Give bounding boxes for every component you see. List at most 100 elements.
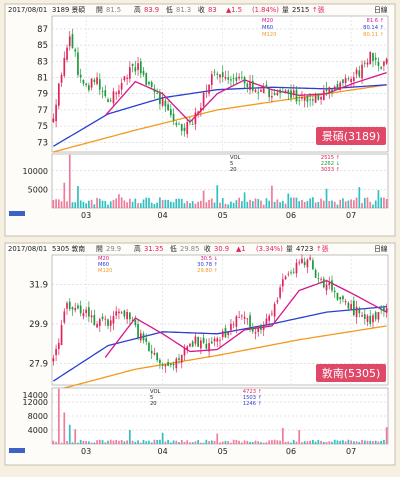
candlesticks xyxy=(52,254,388,373)
candle-body xyxy=(107,319,109,326)
candle-body xyxy=(134,320,137,326)
header-high: 31.35 xyxy=(144,245,163,253)
candle-body xyxy=(301,97,303,99)
volume-bar xyxy=(63,412,66,444)
ma-legend: M20 30.5 ↓ M60 30.78 ↑ M120 29.80 ↑ xyxy=(98,256,218,274)
volume-bar xyxy=(85,203,87,208)
volume-bar xyxy=(153,439,156,444)
volume-bar xyxy=(380,440,383,444)
volume-bar xyxy=(331,441,333,444)
volume-bar xyxy=(55,441,57,444)
candle-body xyxy=(372,315,374,323)
candle-body xyxy=(339,296,342,300)
candle-body xyxy=(148,342,150,352)
volume-bar xyxy=(320,440,322,444)
volume-bar xyxy=(60,442,63,444)
candle-body xyxy=(142,70,145,75)
volume-bar xyxy=(186,440,189,444)
volume-bar xyxy=(353,441,355,444)
ma-legend-m120-value: 29.80 ↑ xyxy=(197,268,218,274)
volume-bar xyxy=(292,439,295,444)
candlesticks xyxy=(52,28,388,138)
candle-body xyxy=(344,78,347,84)
volume-bar xyxy=(279,440,281,444)
candle-body xyxy=(380,67,383,69)
vol-legend-row3-name: 20 xyxy=(230,167,237,173)
volume-bar xyxy=(82,440,85,444)
candle-body xyxy=(279,287,281,298)
candle-body xyxy=(257,92,260,94)
candle-body xyxy=(112,91,115,104)
volume-bar xyxy=(189,203,191,208)
volume-bar xyxy=(142,199,145,208)
candle-body xyxy=(312,99,314,101)
candle-body xyxy=(273,93,276,95)
candle-body xyxy=(68,36,71,47)
chart-3189: 2017/08/01 3189 景碩 開 81.5 高 83.9 低 81.3 … xyxy=(4,3,396,237)
volume-bar xyxy=(284,203,287,208)
candle-body xyxy=(197,111,199,115)
volume-bar xyxy=(295,441,298,444)
header-stock: 5305 敦南 xyxy=(52,244,85,253)
volume-bar xyxy=(123,441,126,444)
volume-bar xyxy=(194,203,197,208)
volume-bar xyxy=(298,201,301,208)
volume-bar xyxy=(178,198,180,208)
candle-body xyxy=(180,354,183,363)
volume-bar xyxy=(358,441,361,444)
volume-bar xyxy=(361,439,363,444)
candle-body xyxy=(145,73,148,85)
candle-body xyxy=(197,336,199,347)
candle-body xyxy=(189,343,191,347)
x-tick-label: 07 xyxy=(346,447,356,456)
candle-body xyxy=(355,69,358,75)
volume-tick-label: 14000 xyxy=(23,391,48,400)
candle-body xyxy=(183,127,186,132)
candle-body xyxy=(131,63,134,66)
candle-body xyxy=(205,91,208,92)
candle-body xyxy=(82,79,85,84)
volume-bar xyxy=(303,441,306,444)
candle-body xyxy=(230,323,232,331)
header-date: 2017/08/01 xyxy=(8,6,47,14)
volume-bar xyxy=(279,202,281,208)
ma-legend-m20-value: 81.6 ↑ xyxy=(366,18,384,24)
candle-body xyxy=(317,278,320,280)
candle-body xyxy=(208,343,210,352)
volume-bar xyxy=(273,439,276,444)
volume-bar xyxy=(183,441,186,444)
candle-body xyxy=(77,305,79,309)
candle-body xyxy=(383,61,385,66)
volume-tick-label: 12000 xyxy=(23,398,48,407)
candle-body xyxy=(93,79,96,82)
volume-bar xyxy=(273,201,276,208)
volume-bar xyxy=(169,201,172,208)
candle-body xyxy=(71,307,74,310)
volume-bar xyxy=(161,200,164,208)
volume-bar xyxy=(350,199,352,208)
candle-body xyxy=(249,81,251,90)
candle-body xyxy=(55,348,57,356)
x-tick-label: 05 xyxy=(218,447,228,456)
volume-bar xyxy=(66,201,68,208)
ma120-line xyxy=(53,325,387,392)
candle-body xyxy=(342,296,344,300)
ma-legend-m60-name: M60 xyxy=(262,25,273,31)
header-open: 81.5 xyxy=(106,6,121,14)
vol-legend-title: VOL xyxy=(150,389,161,395)
candle-body xyxy=(134,67,137,72)
volume-bar xyxy=(301,442,303,444)
volume-bar xyxy=(325,441,328,444)
volume-bar xyxy=(71,442,74,444)
candle-body xyxy=(361,64,363,79)
candle-body xyxy=(194,336,197,344)
price-tick-label: 81 xyxy=(37,74,48,84)
candle-body xyxy=(249,315,251,328)
volume-bar xyxy=(224,440,227,444)
candle-body xyxy=(295,262,298,274)
candle-body xyxy=(137,324,139,338)
candle-body xyxy=(358,307,361,314)
volume-bar xyxy=(257,441,260,444)
candle-body xyxy=(172,363,175,366)
moving-average-lines xyxy=(53,279,387,392)
